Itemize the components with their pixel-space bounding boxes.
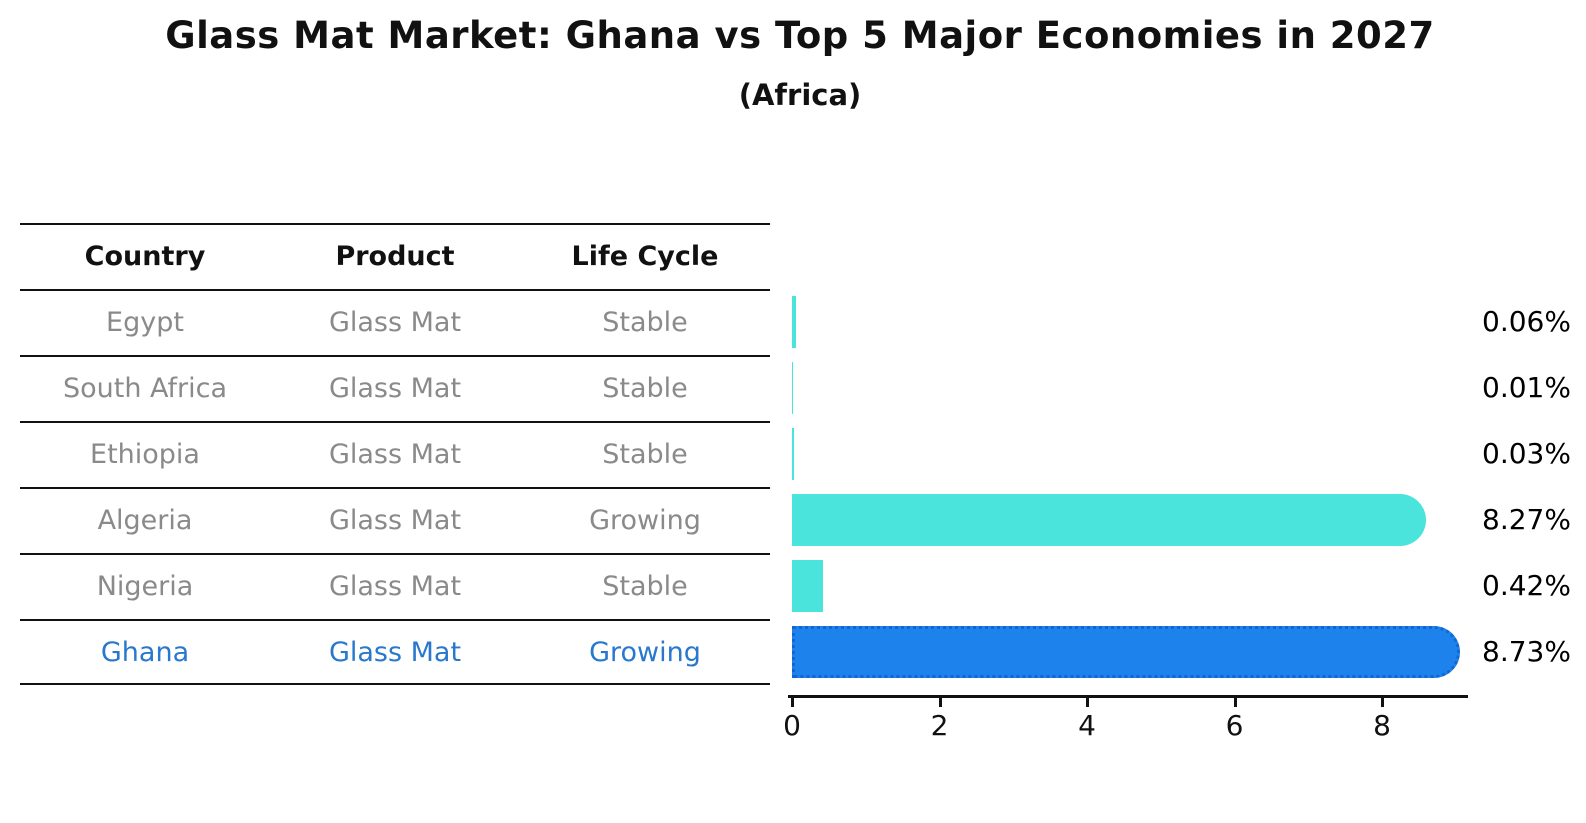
col-header-life-cycle: Life Cycle	[571, 241, 719, 272]
page-title: Glass Mat Market: Ghana vs Top 5 Major E…	[165, 14, 1435, 57]
bar-nigeria	[792, 560, 823, 612]
page-subtitle: (Africa)	[738, 78, 862, 112]
bar-egypt	[792, 296, 797, 348]
cell-product: Glass Mat	[328, 637, 462, 668]
bar-ethiopia	[792, 428, 795, 480]
cell-life-cycle: Growing	[589, 637, 701, 668]
value-label-ghana: 8.73%	[1482, 635, 1571, 668]
table-row-ghana-highlighted: Ghana Glass Mat Growing	[20, 619, 770, 685]
cell-country: Egypt	[106, 307, 184, 338]
col-header-product: Product	[335, 241, 455, 272]
value-label-egypt: 0.06%	[1482, 305, 1571, 338]
cell-country: Ghana	[100, 637, 190, 668]
cell-country: South Africa	[62, 373, 228, 404]
country-table: Country Product Life Cycle Egypt Glass M…	[20, 223, 770, 685]
cell-country: Algeria	[97, 505, 193, 536]
table-row: Algeria Glass Mat Growing	[20, 487, 770, 553]
cell-country: Nigeria	[96, 571, 194, 602]
value-label-algeria: 8.27%	[1482, 503, 1571, 536]
x-axis-tick-label: 6	[1225, 709, 1244, 742]
x-axis-tick	[938, 695, 942, 707]
cell-life-cycle: Stable	[602, 571, 688, 602]
table-row: Ethiopia Glass Mat Stable	[20, 421, 770, 487]
value-label-south-africa: 0.01%	[1482, 371, 1571, 404]
table-row: Nigeria Glass Mat Stable	[20, 553, 770, 619]
x-axis-tick-label: 2	[930, 709, 949, 742]
cell-country: Ethiopia	[90, 439, 200, 470]
cell-life-cycle: Stable	[602, 307, 688, 338]
x-axis-tick	[1233, 695, 1237, 707]
bar-algeria	[792, 494, 1426, 546]
x-axis-tick-label: 0	[783, 709, 801, 742]
bar-south-africa	[792, 362, 793, 414]
cell-life-cycle: Growing	[589, 505, 701, 536]
cell-product: Glass Mat	[328, 505, 462, 536]
x-axis-line	[788, 695, 1468, 698]
x-axis-tick-label: 4	[1078, 709, 1096, 742]
cell-product: Glass Mat	[328, 439, 462, 470]
bar-ghana-highlighted	[792, 626, 1460, 678]
x-axis-tick	[791, 695, 794, 707]
col-header-country: Country	[84, 241, 206, 272]
cell-product: Glass Mat	[328, 307, 462, 338]
table-header-row: Country Product Life Cycle	[20, 223, 770, 289]
cell-life-cycle: Stable	[602, 373, 688, 404]
x-axis-tick	[1086, 695, 1089, 707]
x-axis-tick-label: 8	[1373, 709, 1391, 742]
cell-life-cycle: Stable	[602, 439, 688, 470]
value-label-nigeria: 0.42%	[1482, 569, 1571, 602]
x-axis-tick	[1381, 695, 1384, 707]
table-row: South Africa Glass Mat Stable	[20, 355, 770, 421]
value-label-ethiopia: 0.03%	[1482, 437, 1571, 470]
cell-product: Glass Mat	[328, 571, 462, 602]
cell-product: Glass Mat	[328, 373, 462, 404]
table-row: Egypt Glass Mat Stable	[20, 289, 770, 355]
